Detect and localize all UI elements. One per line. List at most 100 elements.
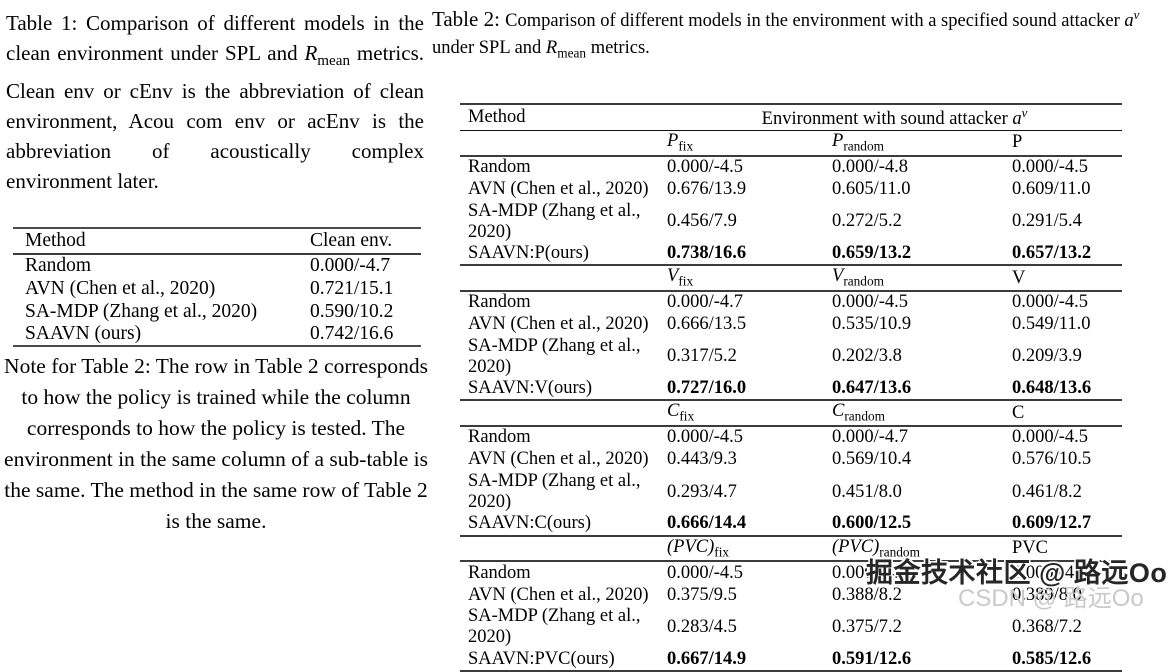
table-row: AVN (Chen et al., 2020) 0.676/13.9 0.605/1… bbox=[460, 178, 1122, 201]
table2-caption: Table 2: Comparison of different models … bbox=[432, 1, 1172, 67]
value-cell: 0.667/14.9 bbox=[667, 648, 832, 672]
value-cell: 0.283/4.5 bbox=[667, 616, 737, 637]
table-row: Random 0.000/-4.5 0.000/-4.7 0.000/-4.5 bbox=[460, 426, 1122, 449]
value-cell: 0.000/-4.7 bbox=[832, 427, 909, 448]
table1-header-cleanenv: Clean env. bbox=[310, 230, 393, 252]
table-row: AVN (Chen et al., 2020) 0.721/15.1 bbox=[13, 277, 421, 300]
value-cell: 0.659/13.2 bbox=[832, 242, 1012, 267]
table2-body: Pfix Prandom P Random 0.000/-4.5 0.000/-4.8 0.… bbox=[460, 130, 1122, 672]
method-cell: AVN (Chen et al., 2020) bbox=[468, 449, 649, 470]
value-cell: 0.535/10.9 bbox=[832, 314, 912, 335]
value-cell: 0.676/13.9 bbox=[667, 178, 747, 199]
method-cell: Random bbox=[468, 562, 531, 583]
table-row: SA-MDP (Zhang et al., 2020) 0.293/4.7 0.45… bbox=[460, 471, 1122, 513]
value-cell: 0.742/16.6 bbox=[310, 323, 394, 345]
caption-text-segment: R bbox=[304, 41, 318, 65]
value-cell: 0.000/-4.5 bbox=[832, 292, 909, 313]
value-cell: 0.727/16.0 bbox=[667, 377, 832, 402]
table-row: SA-MDP (Zhang et al., 2020) 0.456/7.9 0.27… bbox=[460, 201, 1122, 243]
method-cell: SAAVN:C(ours) bbox=[460, 513, 667, 537]
value-cell: 0.293/4.7 bbox=[667, 481, 737, 502]
value-cell: 0.591/12.6 bbox=[832, 648, 1012, 672]
caption-text-segment: mean bbox=[317, 53, 351, 70]
table1-caption: Table 1: Comparison of different models … bbox=[6, 8, 424, 196]
table-row: SAAVN:C(ours) 0.666/14.4 0.600/12.5 0.609/1… bbox=[460, 513, 1122, 537]
right-column: Table 2: Comparison of different models … bbox=[432, 0, 1176, 672]
value-cell: 0.600/12.5 bbox=[832, 513, 1012, 537]
method-cell: AVN (Chen et al., 2020) bbox=[468, 178, 649, 199]
table2-subheader-row: Cfix Crandom C bbox=[460, 400, 1122, 428]
value-cell: 0.000/-4.5 bbox=[1012, 562, 1089, 583]
value-cell: 0.388/8.2 bbox=[832, 584, 902, 605]
value-cell: 0.609/11.0 bbox=[1012, 178, 1091, 199]
method-cell: SAAVN:P(ours) bbox=[460, 242, 667, 267]
value-cell: 0.389/8.0 bbox=[1012, 584, 1082, 605]
method-cell: SAAVN:PVC(ours) bbox=[460, 648, 667, 672]
value-cell: 0.000/-4.7 bbox=[832, 562, 909, 583]
table2-note: Note for Table 2: The row in Table 2 cor… bbox=[4, 354, 428, 534]
method-cell: SAAVN (ours) bbox=[25, 323, 142, 345]
value-cell: 0.317/5.2 bbox=[667, 346, 737, 367]
value-cell: 0.576/10.5 bbox=[1012, 449, 1092, 470]
method-cell: SA-MDP (Zhang et al., 2020) bbox=[468, 200, 641, 242]
column-header-cell: PVC bbox=[1012, 535, 1122, 563]
caption-text-segment: a bbox=[1124, 11, 1134, 32]
caption-text-segment: Comparison of different models in the en… bbox=[505, 11, 1125, 32]
table2-subheader-row: Pfix Prandom P bbox=[460, 130, 1122, 157]
empty-cell bbox=[460, 130, 667, 157]
method-cell: AVN (Chen et al., 2020) bbox=[468, 314, 649, 335]
table1-header-method: Method bbox=[25, 230, 86, 252]
value-cell: 0.605/11.0 bbox=[832, 178, 911, 199]
value-cell: 0.443/9.3 bbox=[667, 449, 737, 470]
table-row: AVN (Chen et al., 2020) 0.666/13.5 0.535/1… bbox=[460, 313, 1122, 336]
table2-head: Method Environment with sound attacker a… bbox=[460, 103, 1122, 131]
table-row: AVN (Chen et al., 2020) 0.443/9.3 0.569/10… bbox=[460, 449, 1122, 472]
caption-text-segment: Table 2: bbox=[432, 7, 506, 32]
table-row: AVN (Chen et al., 2020) 0.375/9.5 0.388/8.… bbox=[460, 584, 1122, 607]
column-header-cell: Prandom bbox=[832, 130, 1012, 157]
method-cell: SA-MDP (Zhang et al., 2020) bbox=[468, 335, 641, 377]
caption-text-segment: ν bbox=[1021, 104, 1028, 120]
table2-header-row: Method Environment with sound attacker a… bbox=[460, 103, 1122, 131]
left-column: Table 1: Comparison of different models … bbox=[0, 0, 432, 672]
value-cell: 0.585/12.6 bbox=[1012, 648, 1122, 672]
method-cell: Random bbox=[468, 156, 531, 177]
method-cell: Random bbox=[468, 292, 531, 313]
caption-text-segment: Table 1: Comparison of different models … bbox=[6, 11, 424, 65]
method-cell: AVN (Chen et al., 2020) bbox=[25, 277, 216, 299]
value-cell: 0.666/14.4 bbox=[667, 513, 832, 537]
value-cell: 0.202/3.8 bbox=[832, 346, 902, 367]
empty-cell bbox=[460, 400, 667, 428]
column-header-cell: Vrandom bbox=[832, 265, 1012, 292]
table-row: SA-MDP (Zhang et al., 2020) 0.283/4.5 0.37… bbox=[460, 606, 1122, 648]
table2-subheader-row: Vfix Vrandom V bbox=[460, 265, 1122, 292]
method-cell: AVN (Chen et al., 2020) bbox=[468, 584, 649, 605]
table-row: SAAVN:PVC(ours) 0.667/14.9 0.591/12.6 0.585… bbox=[460, 648, 1122, 672]
table2-header-span: Environment with sound attacker aν bbox=[667, 103, 1122, 131]
value-cell: 0.368/7.2 bbox=[1012, 616, 1082, 637]
caption-text-segment: metrics. bbox=[586, 38, 650, 59]
empty-cell bbox=[460, 535, 667, 563]
caption-text-segment: a bbox=[1012, 109, 1022, 129]
column-header-cell: Cfix bbox=[667, 400, 832, 428]
caption-text-segment: ν bbox=[1133, 7, 1140, 22]
value-cell: 0.461/8.2 bbox=[1012, 481, 1082, 502]
table-row: Random 0.000/-4.7 0.000/-4.5 0.000/-4.5 bbox=[460, 291, 1122, 314]
caption-text-segment: metrics. Clean env or cEnv is the abbrev… bbox=[6, 41, 424, 194]
value-cell: 0.738/16.6 bbox=[667, 242, 832, 267]
table-row: Random 0.000/-4.5 0.000/-4.7 0.000/-4.5 bbox=[460, 561, 1122, 584]
column-header-cell: (PVC)fix bbox=[667, 535, 832, 563]
column-header-cell: V bbox=[1012, 265, 1122, 292]
method-cell: Random bbox=[468, 427, 531, 448]
method-cell: SA-MDP (Zhang et al., 2020) bbox=[468, 471, 641, 513]
table1-head: Method Clean env. bbox=[13, 228, 421, 255]
value-cell: 0.000/-4.5 bbox=[1012, 427, 1089, 448]
value-cell: 0.000/-4.7 bbox=[310, 255, 391, 277]
table1: Method Clean env. Random 0.000/-4.7 AVN … bbox=[13, 227, 421, 348]
method-cell: SA-MDP (Zhang et al., 2020) bbox=[468, 606, 641, 648]
table-row: SAAVN:V(ours) 0.727/16.0 0.647/13.6 0.648/1… bbox=[460, 377, 1122, 402]
value-cell: 0.000/-4.8 bbox=[832, 156, 909, 177]
column-header-cell: Vfix bbox=[667, 265, 832, 292]
value-cell: 0.000/-4.5 bbox=[667, 562, 744, 583]
value-cell: 0.657/13.2 bbox=[1012, 242, 1122, 267]
